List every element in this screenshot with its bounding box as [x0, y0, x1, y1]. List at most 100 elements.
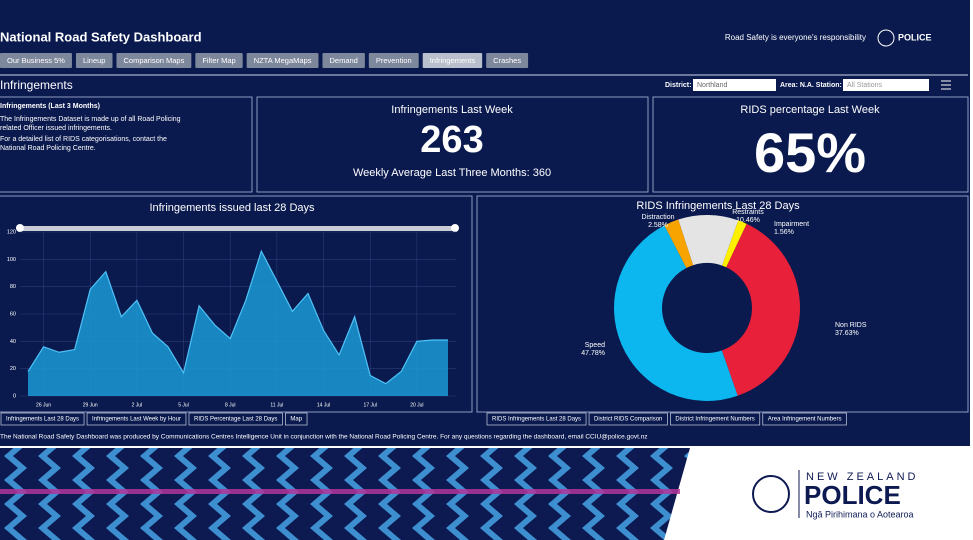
- district-label: District:: [665, 82, 691, 89]
- y-tick-label: 0: [13, 393, 16, 399]
- info-paragraph: The Infringements Dataset is made up of …: [0, 116, 181, 132]
- tab-label: Demand: [329, 56, 357, 65]
- brand-maori: Ngā Pirihimana o Aotearoa: [806, 509, 914, 519]
- y-tick-label: 60: [10, 311, 16, 317]
- page-title: Infringements: [0, 78, 73, 92]
- slice-label: Non RIDS: [835, 322, 867, 329]
- info-heading: Infringements (Last 3 Months): [0, 103, 100, 110]
- tab-label: Lineup: [83, 56, 106, 65]
- kpi-panel: [652, 96, 969, 193]
- y-tick-label: 80: [10, 284, 16, 290]
- view-tab-label: RIDS Infringements Last 28 Days: [492, 417, 581, 423]
- brand-name: POLICE: [804, 480, 901, 510]
- tab[interactable]: [0, 53, 72, 68]
- slice-value: 1.56%: [774, 229, 794, 236]
- x-tick-label: 8 Jul: [225, 402, 236, 408]
- view-tab[interactable]: [188, 412, 283, 426]
- tab-label: Filter Map: [202, 56, 235, 65]
- chart-title: RIDS Infringements Last 28 Days: [636, 200, 800, 212]
- x-tick-label: 29 Jun: [83, 402, 98, 408]
- x-tick-label: 11 Jul: [270, 402, 283, 408]
- tab[interactable]: [322, 53, 365, 68]
- district-value: Northland: [697, 82, 727, 89]
- tab[interactable]: [246, 53, 319, 68]
- area-value: All Stations: [847, 82, 883, 89]
- tab-label: Comparison Maps: [123, 56, 184, 65]
- tab[interactable]: [486, 53, 529, 68]
- view-tab[interactable]: [486, 412, 587, 426]
- tab-label: NZTA MegaMaps: [254, 56, 312, 65]
- x-tick-label: 17 Jul: [364, 402, 377, 408]
- kpi-title: RIDS percentage Last Week: [740, 104, 880, 116]
- view-tab[interactable]: [0, 412, 85, 426]
- area: [28, 251, 448, 396]
- slice-value: 2.58%: [648, 222, 668, 229]
- view-tab-label: District RIDS Comparison: [594, 417, 662, 423]
- donut-slice: [614, 225, 738, 401]
- area-select[interactable]: [843, 79, 929, 91]
- tab[interactable]: [368, 53, 419, 68]
- donut-slice: [722, 220, 747, 268]
- slice-value: 37.63%: [835, 330, 859, 337]
- district-select[interactable]: [693, 79, 776, 91]
- slice-value: 47.78%: [581, 350, 605, 357]
- info-line: National Road Policing Centre.: [0, 145, 96, 152]
- tab[interactable]: [116, 53, 192, 68]
- view-tab-label: District Infringement Numbers: [675, 417, 754, 423]
- y-tick-label: 120: [7, 229, 16, 235]
- line: [27, 249, 448, 385]
- view-tab[interactable]: [86, 412, 187, 426]
- x-tick-label: 14 Jul: [317, 402, 330, 408]
- view-tab[interactable]: [285, 412, 308, 426]
- slice-label: Restraints: [732, 209, 764, 216]
- slider-handle[interactable]: [16, 224, 24, 232]
- donut-slice: [721, 223, 800, 396]
- tab[interactable]: [422, 53, 483, 68]
- view-tab-label: Infringements Last 28 Days: [6, 417, 79, 423]
- chart-panel: [476, 195, 969, 413]
- slice-value: 10.46%: [736, 217, 760, 224]
- dashboard-title: National Road Safety Dashboard: [0, 29, 202, 44]
- menu-icon[interactable]: [941, 80, 951, 90]
- y-tick-label: 40: [10, 339, 16, 345]
- view-tab-label: Infringements Last Week by Hour: [92, 417, 181, 423]
- kpi-value: 65%: [754, 121, 866, 184]
- tab-label: Crashes: [493, 56, 521, 65]
- kpi-value: 263: [420, 119, 483, 161]
- info-paragraph: For a detailed list of RIDS categorisati…: [0, 136, 167, 152]
- x-tick-label: 20 Jul: [410, 402, 423, 408]
- info-line: For a detailed list of RIDS categorisati…: [0, 136, 167, 143]
- view-tab-label: Area Infringement Numbers: [768, 417, 842, 423]
- tagline: Road Safety is everyone's responsibility: [725, 33, 866, 42]
- x-tick-label: 26 Jun: [36, 402, 51, 408]
- view-tab[interactable]: [670, 412, 761, 426]
- kpi-title: Infringements Last Week: [391, 104, 513, 116]
- y-tick-label: 100: [7, 257, 16, 263]
- view-tab[interactable]: [762, 412, 847, 426]
- view-tab[interactable]: [588, 412, 668, 426]
- x-tick-label: 2 Jul: [132, 402, 143, 408]
- kpi-panel: [256, 96, 649, 193]
- view-tab-label: Map: [290, 417, 302, 423]
- tab[interactable]: [75, 53, 113, 68]
- tab-label: Prevention: [376, 56, 412, 65]
- view-tab-label: RIDS Percentage Last 28 Days: [194, 417, 277, 423]
- brand-crest: [752, 475, 790, 513]
- slider-handle[interactable]: [451, 224, 459, 232]
- chart-panel: [0, 195, 473, 413]
- chart-title: Infringements issued last 28 Days: [149, 202, 315, 214]
- brand-country: NEW ZEALAND: [806, 471, 918, 483]
- tab-label: Our Business 5%: [7, 56, 65, 65]
- donut-slice: [664, 219, 694, 269]
- footer-text: The National Road Safety Dashboard was p…: [0, 434, 648, 441]
- info-line: related Officer issued infringements.: [0, 125, 112, 132]
- kpi-subtitle: Weekly Average Last Three Months: 360: [353, 167, 551, 179]
- info-line: The Infringements Dataset is made up of …: [0, 116, 181, 123]
- tab[interactable]: [195, 53, 243, 68]
- pattern-stripe: [0, 489, 680, 494]
- y-tick-label: 20: [10, 366, 16, 372]
- range-slider[interactable]: [20, 226, 456, 231]
- donut-slice: [678, 215, 739, 266]
